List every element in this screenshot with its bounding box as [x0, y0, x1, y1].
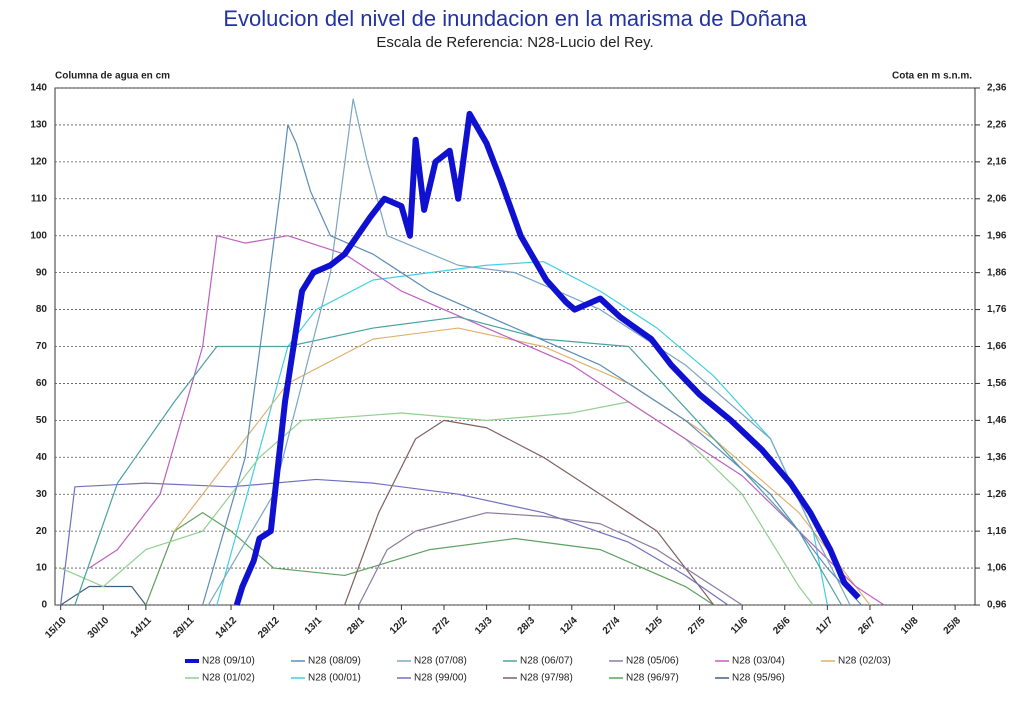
y2-tick-label: 1,56	[987, 378, 1007, 389]
y2-tick-label: 1,36	[987, 452, 1007, 463]
x-tick-label: 29/11	[171, 615, 196, 640]
series-line	[60, 478, 729, 606]
legend-label: N28 (05/06)	[626, 656, 679, 667]
y2-axis-label: Cota en m s.n.m.	[892, 71, 972, 82]
legend-label: N28 (03/04)	[732, 656, 785, 667]
y-tick-label: 100	[30, 230, 47, 241]
y-tick-label: 110	[31, 193, 48, 204]
x-tick-label: 30/10	[86, 615, 112, 641]
series-line	[74, 316, 843, 606]
y-tick-label: 30	[36, 489, 48, 500]
x-tick-label: 25/8	[942, 615, 964, 637]
legend-label: N28 (00/01)	[308, 673, 361, 684]
x-tick-label: 13/3	[473, 615, 495, 637]
y2-tick-label: 1,16	[987, 526, 1007, 537]
y-tick-label: 90	[36, 267, 48, 278]
legend-label: N28 (96/97)	[626, 673, 679, 684]
y-tick-label: 0	[41, 600, 47, 611]
x-tick-label: 26/6	[771, 615, 793, 637]
y-tick-label: 50	[36, 415, 48, 426]
x-tick-label: 13/1	[303, 615, 325, 637]
chart-title: Evolucion del nivel de inundacion en la …	[223, 6, 807, 31]
y2-tick-label: 2,16	[987, 156, 1007, 167]
y2-tick-label: 1,06	[987, 563, 1007, 574]
x-tick-label: 11/6	[729, 615, 750, 636]
y2-tick-label: 1,66	[987, 341, 1007, 352]
y2-tick-label: 1,46	[987, 415, 1007, 426]
x-tick-label: 14/11	[129, 615, 154, 640]
series-line	[358, 512, 743, 606]
series-line	[216, 260, 828, 606]
y2-tick-label: 1,76	[987, 304, 1007, 315]
x-tick-label: 14/12	[214, 615, 240, 641]
y2-tick-label: 2,26	[987, 120, 1007, 131]
series-line	[344, 419, 715, 606]
legend-label: N28 (97/98)	[520, 673, 573, 684]
series-line	[207, 98, 851, 606]
x-tick-label: 28/1	[345, 615, 367, 637]
y2-tick-label: 2,36	[987, 83, 1007, 94]
x-tick-label: 28/3	[516, 615, 538, 637]
x-tick-label: 15/10	[43, 615, 69, 641]
series-line	[88, 235, 885, 606]
x-tick-label: 11/7	[814, 615, 835, 636]
y-tick-label: 10	[36, 563, 48, 574]
x-tick-label: 27/2	[430, 615, 452, 637]
legend-label: N28 (01/02)	[202, 673, 255, 684]
y-tick-label: 70	[36, 341, 48, 352]
legend-label: N28 (95/96)	[732, 673, 785, 684]
y2-tick-label: 2,06	[987, 193, 1007, 204]
legend-label: N28 (02/03)	[838, 656, 891, 667]
chart-subtitle: Escala de Referencia: N28-Lucio del Rey.	[376, 34, 653, 51]
y-tick-label: 20	[36, 526, 48, 537]
y-tick-label: 40	[36, 452, 48, 463]
series-line	[60, 401, 814, 606]
y2-tick-label: 1,86	[987, 267, 1007, 278]
x-tick-label: 12/4	[558, 615, 580, 637]
y2-tick-label: 0,96	[987, 600, 1007, 611]
y-tick-label: 130	[30, 120, 47, 131]
series-line	[60, 585, 147, 606]
legend-label: N28 (99/00)	[414, 673, 467, 684]
series-line	[202, 124, 862, 606]
y-tick-label: 60	[36, 378, 48, 389]
legend-label: N28 (08/09)	[308, 656, 361, 667]
y2-tick-label: 1,96	[987, 230, 1007, 241]
legend-label: N28 (06/07)	[520, 656, 573, 667]
series-line	[145, 512, 715, 606]
y-axis-label: Columna de agua en cm	[55, 71, 170, 82]
y-tick-label: 140	[30, 83, 47, 94]
y2-tick-label: 1,26	[987, 489, 1007, 500]
x-tick-label: 26/7	[856, 615, 878, 637]
legend-label: N28 (07/08)	[414, 656, 467, 667]
x-tick-label: 27/4	[601, 615, 623, 637]
x-tick-label: 12/2	[388, 615, 410, 637]
x-tick-label: 29/12	[256, 615, 282, 641]
y-tick-label: 120	[30, 156, 47, 167]
x-tick-label: 27/5	[686, 615, 708, 637]
y-tick-label: 80	[36, 304, 48, 315]
x-tick-label: 12/5	[643, 615, 665, 637]
series-line	[233, 110, 861, 606]
legend-label: N28 (09/10)	[202, 656, 255, 667]
x-tick-label: 10/8	[899, 615, 921, 637]
